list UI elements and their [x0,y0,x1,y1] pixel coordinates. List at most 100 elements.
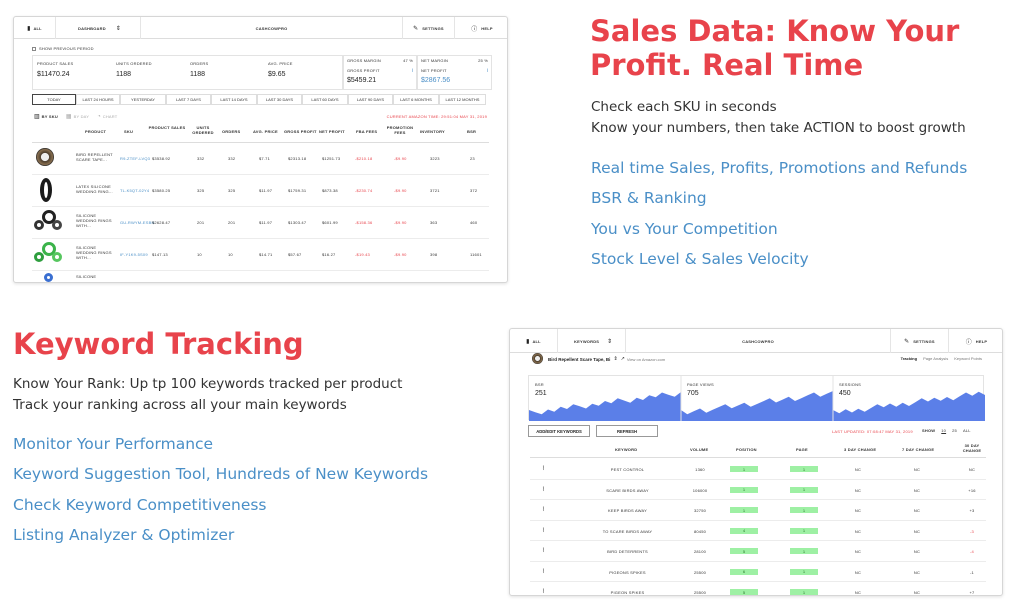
table-row[interactable]: LATEX SILICONE WEDDING RING... TL-K5QT-0… [32,175,489,207]
stat-gross-box: GROSS MARGIN 47 % GROSS PROFIT $5459.21 … [343,55,417,90]
dashboard-topbar: ▮ ALL DASHBOARD ⇕ CASHCOWPRO ✎ SETTINGS … [14,17,507,39]
page-pill: 1 [790,507,818,513]
position-pill: 1 [730,466,758,472]
metric-sessions-label: SESSIONS [839,382,862,387]
stats-row: PRODUCT SALES $11470.24 UNITS ORDERED 11… [32,55,343,90]
view-chart[interactable]: CHART [102,114,118,119]
tab-last-24-hours[interactable]: LAST 24 HOURS [76,94,120,105]
tab-keyword-points[interactable]: Keyword Points [954,356,982,361]
chart-icon[interactable]: ⌇ [542,527,545,534]
info-icon[interactable]: i [486,68,488,74]
tab-last-12-months[interactable]: LAST 12 MONTHS [439,94,486,105]
product-header: Bird Repellent Scare Tape, Bi ⇕ ↗ View o… [548,356,666,362]
keyword-topbar: ▮ ALL KEYWORDS ⇕ CASHCOWPRO ✎ SETTINGS ⓘ… [510,329,1002,353]
sales-description: Check each SKU in seconds Know your numb… [591,99,966,136]
keyword-row[interactable]: ⌇ PIGEONS SPIKES 25500 6 1 NC NC -1 [530,562,986,582]
tab-last-90-days[interactable]: LAST 90 DAYS [348,94,393,105]
keyword-row[interactable]: ⌇ SCARE BIRDS AWAY 106000 1 1 NC NC +16 [530,480,986,500]
info-icon: ⓘ [471,26,478,33]
feature-link[interactable]: Monitor Your Performance [13,435,214,453]
tab-last-7-days[interactable]: LAST 7 DAYS [166,94,211,105]
product-thumbnail [532,353,543,364]
tab-page-analysis[interactable]: Page Analysis [923,356,949,361]
view-toggle: ▥ BY SKU ▦ BY DAY ◔ CHART [34,113,118,121]
show-previous-toggle[interactable]: SHOW PREVIOUS PERIOD [32,46,94,51]
keyword-row[interactable]: ⌇ BIRD DETERRENTS 28100 5 1 NC NC -4 [530,541,986,562]
period-tabs: TODAY LAST 24 HOURS YESTERDAY LAST 7 DAY… [32,94,486,105]
add-edit-keywords-button[interactable]: ADD/EDIT KEYWORDS [528,425,590,437]
view-on-amazon-link[interactable]: View on Amazon.com [626,356,666,362]
chart-icon: ◔ [97,113,101,120]
feature-link[interactable]: You vs Your Competition [591,219,778,238]
show-option-10[interactable]: 10 [941,428,947,433]
table-row[interactable]: SILICONE WEDDING RINGS WITH... IF-Y1K9-5… [32,239,489,271]
tab-last-30-days[interactable]: LAST 30 DAYS [257,94,302,105]
table-row[interactable]: BIRD REPELLENT SCARE TAPE... R9-ZTEF-LVQ… [32,143,489,175]
sku-link[interactable]: TL-K5QT-02Y4 [120,188,150,193]
metric-page-views-value: 705 [687,390,699,397]
feature-link[interactable]: Listing Analyzer & Optimizer [13,525,235,544]
feature-link[interactable]: Real time Sales, Profits, Promotions and… [591,159,968,177]
sales-dashboard-screenshot: ▮ ALL DASHBOARD ⇕ CASHCOWPRO ✎ SETTINGS … [13,16,508,283]
checkbox[interactable] [32,46,36,51]
position-pill: 5 [730,548,758,554]
sessions-area [833,391,985,421]
wrench-icon: ✎ [904,338,910,345]
position-pill: 6 [730,568,758,575]
show-selector: SHOW 10 25 ALL [922,428,971,433]
help-button[interactable]: ⓘ HELP [965,338,988,346]
chart-icon[interactable]: ⌇ [542,548,545,554]
chart-icon[interactable]: ⌇ [542,589,545,595]
sku-link[interactable]: R9-ZTEF-LVQ3 [120,156,151,161]
sku-link[interactable]: IF-Y1K9-5S09 [120,252,148,257]
product-thumbnail [40,178,52,202]
sort-arrows-icon[interactable]: ⇕ [613,356,618,362]
view-by-day[interactable]: BY DAY [73,114,90,119]
chart-icon[interactable]: ⌇ [542,486,545,493]
product-thumbnail [34,242,66,268]
tab-last-6-months[interactable]: LAST 6 MONTHS [393,94,439,105]
amazon-time-note: CURRENT AMAZON TIME: 29:51:04 MAY 31, 20… [386,114,487,119]
keyword-row[interactable]: ⌇ PIGEON SPIKES 25500 5 1 NC NC +7 [530,582,986,595]
metric-bsr-label: BSR [535,382,544,387]
help-button[interactable]: ⓘ HELP [471,25,493,33]
settings-button[interactable]: ✎ SETTINGS [891,329,949,353]
tab-last-14-days[interactable]: LAST 14 DAYS [211,94,257,105]
refresh-button[interactable]: REFRESH [596,425,658,437]
nav-dashboard-select[interactable]: DASHBOARD ⇕ [56,17,141,39]
show-option-all[interactable]: ALL [962,428,971,433]
table-row[interactable]: SILICONE WEDDING RINGS WITH... GU-RWYM-E… [32,207,489,239]
settings-button[interactable]: ✎ SETTINGS [403,17,455,39]
feature-link[interactable]: Check Keyword Competitiveness [13,495,267,514]
chart-icon[interactable]: ⌇ [542,466,545,472]
view-by-sku[interactable]: BY SKU [41,114,58,119]
position-pill: 4 [730,527,758,534]
keyword-table-header: KEYWORD VOLUME POSITION PAGE 3 DAY CHANG… [530,441,986,458]
sku-table-header: PRODUCT SKU PRODUCT SALES UNITS ORDERED … [32,121,489,143]
sku-link[interactable]: GU-RWYM-ESBN [120,220,155,225]
chart-icon[interactable]: ⌇ [542,507,545,513]
tab-last-60-days[interactable]: LAST 60 DAYS [302,94,348,105]
position-pill: 5 [730,589,758,595]
nav-all[interactable]: ▮ ALL [14,17,56,39]
page-pill: 1 [790,568,818,575]
feature-link[interactable]: Stock Level & Sales Velocity [591,249,809,268]
lock-icon: ▮ [526,338,530,345]
table-row[interactable]: SILICONE [32,271,489,282]
tab-today[interactable]: TODAY [32,94,76,105]
position-pill: 1 [730,486,758,493]
feature-link[interactable]: BSR & Ranking [591,189,707,208]
tab-tracking[interactable]: Tracking [900,356,918,361]
chart-icon[interactable]: ⌇ [542,568,545,575]
tab-yesterday[interactable]: YESTERDAY [120,94,166,105]
keyword-row[interactable]: ⌇ KEEP BIRDS AWAY 32750 1 1 NC NC +3 [530,500,986,521]
keyword-row[interactable]: ⌇ TO SCARE BIRDS AWAY 80450 4 1 NC NC -3 [530,521,986,541]
page-pill: 1 [790,527,818,534]
nav-all[interactable]: ▮ ALL [510,329,558,353]
show-option-25[interactable]: 25 [952,428,957,433]
nav-keywords-select[interactable]: KEYWORDS ⇕ [558,329,626,353]
keyword-row[interactable]: ⌇ PEST CONTROL 1360 1 1 NC NC NC [530,459,986,480]
info-icon[interactable]: i [411,68,413,74]
feature-link[interactable]: Keyword Suggestion Tool, Hundreds of New… [13,465,429,484]
bsr-area [529,392,681,421]
